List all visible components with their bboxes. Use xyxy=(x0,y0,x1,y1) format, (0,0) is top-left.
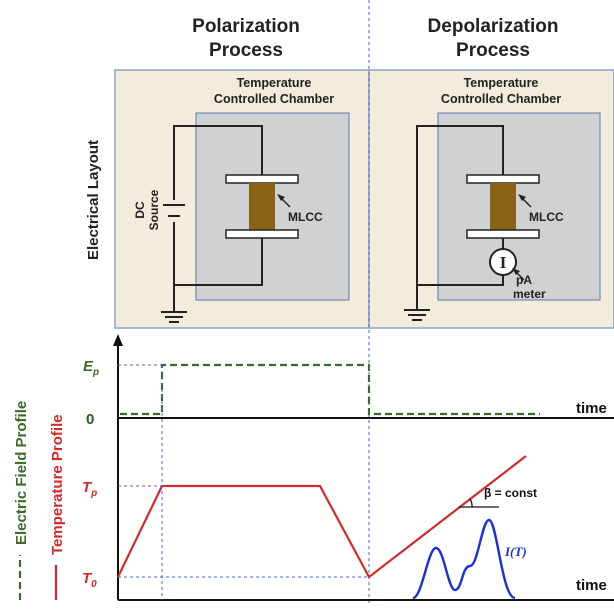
t0-axis-label-sub: 0 xyxy=(91,579,97,590)
polarization-header-line1: Polarization xyxy=(192,16,300,37)
left-mlcc-body xyxy=(249,183,275,230)
tp-axis-label: Tp xyxy=(82,479,97,499)
electrical-layout-label: Electrical Layout xyxy=(85,140,102,260)
temperature-profile xyxy=(117,455,527,579)
right-mlcc-top-plate xyxy=(466,174,540,184)
tp-axis-label-sub: p xyxy=(90,488,97,499)
left-mlcc-top-plate xyxy=(225,174,299,184)
t0-axis-label-main: T xyxy=(82,570,93,587)
right-chamber xyxy=(437,112,601,301)
right-mlcc-bottom-plate xyxy=(466,229,540,239)
right-mlcc-label: MLCC xyxy=(529,210,564,224)
dc-source-label-line2: Source xyxy=(147,189,161,230)
beta-angle-arc xyxy=(469,498,473,508)
dc-source-label-line1: DC xyxy=(133,201,147,219)
electric-field-profile xyxy=(120,363,540,416)
pa-meter-symbol xyxy=(489,248,517,276)
beta-label: β = const xyxy=(484,486,537,500)
right-chamber-label-line1: Temperature xyxy=(464,76,539,90)
left-circuit-top-wire xyxy=(173,125,263,200)
depolarization-header-line2: Process xyxy=(456,40,530,61)
left-chamber-label-line1: Temperature xyxy=(237,76,312,90)
left-chamber-label-line2: Controlled Chamber xyxy=(214,92,334,106)
pa-meter-symbol-letter: I xyxy=(500,253,507,272)
field-legend-label: Electric Field Profile xyxy=(13,401,30,545)
depolarization-current-curve xyxy=(412,518,516,600)
left-mlcc-pointer-head xyxy=(277,194,285,201)
left-chamber xyxy=(195,112,350,301)
profile-y-axis-arrow xyxy=(113,334,123,346)
right-circuit-bottom-wire xyxy=(417,275,504,286)
right-circuit-top-wire xyxy=(416,125,504,310)
ep-axis-label-main: E xyxy=(83,358,94,375)
left-mlcc-bottom-plate xyxy=(225,229,299,239)
time-label-top: time xyxy=(576,400,607,417)
left-circuit-bottom-wire xyxy=(173,222,263,286)
ep-axis-label: Ep xyxy=(83,358,99,378)
pa-meter-pointer-head xyxy=(512,268,520,275)
pa-meter-label-line1: pA xyxy=(516,273,532,287)
left-mlcc-label: MLCC xyxy=(288,210,323,224)
zero-axis-label: 0 xyxy=(86,411,94,428)
t0-axis-label: T0 xyxy=(82,570,97,590)
current-curve-label: I(T) xyxy=(504,544,527,559)
tp-axis-label-main: T xyxy=(82,479,93,496)
right-mlcc-body xyxy=(490,183,516,230)
right-mlcc-pointer-head xyxy=(518,194,526,201)
time-label-bottom: time xyxy=(576,577,607,594)
temp-legend-label: Temperature Profile xyxy=(49,414,66,555)
pa-meter-label-line2: meter xyxy=(513,287,546,301)
right-chamber-label-line2: Controlled Chamber xyxy=(441,92,561,106)
ep-axis-label-sub: p xyxy=(92,367,99,378)
depolarization-header-line1: Depolarization xyxy=(428,16,559,37)
polarization-header-line2: Process xyxy=(209,40,283,61)
